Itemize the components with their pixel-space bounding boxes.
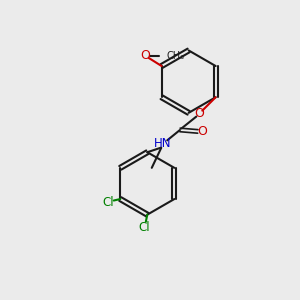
Text: CH₃: CH₃	[166, 51, 184, 61]
Text: Cl: Cl	[102, 196, 114, 208]
Text: O: O	[140, 49, 150, 62]
Text: O: O	[197, 125, 207, 138]
Text: Cl: Cl	[139, 220, 150, 234]
Text: HN: HN	[153, 137, 171, 150]
Text: O: O	[194, 107, 204, 120]
